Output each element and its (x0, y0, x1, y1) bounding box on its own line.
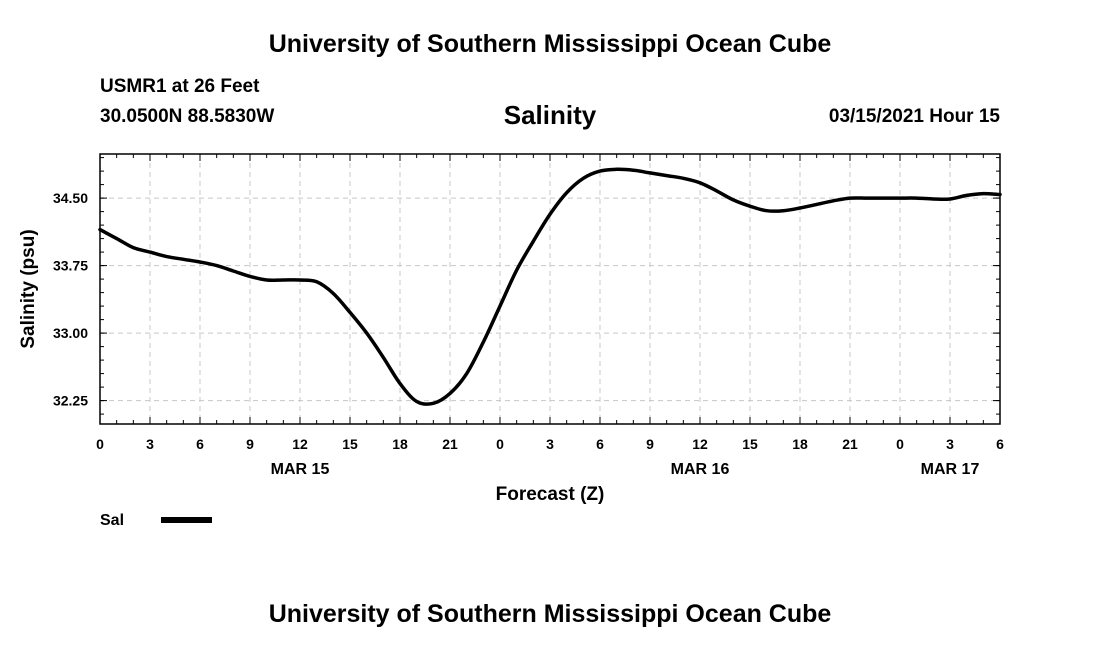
y-axis-title: Salinity (psu) (18, 229, 39, 348)
y-tick-label: 34.50 (53, 190, 88, 206)
x-tick-label: 6 (596, 436, 604, 452)
x-tick-label: 0 (96, 436, 104, 452)
axis-ticks (99, 154, 1001, 424)
x-tick-label: 0 (896, 436, 904, 452)
x-tick-label: 9 (646, 436, 654, 452)
x-tick-label: 9 (246, 436, 254, 452)
y-tick-label: 33.75 (53, 258, 88, 274)
x-tick-label: 15 (742, 436, 758, 452)
x-tick-label: 6 (996, 436, 1004, 452)
x-tick-label: 12 (292, 436, 308, 452)
y-tick-labels: 32.25 33.00 33.75 34.50 (53, 190, 88, 409)
legend-swatch (161, 517, 212, 523)
page-title: University of Southern Mississippi Ocean… (268, 30, 832, 58)
station-label: USMR1 at 26 Feet (100, 76, 260, 97)
x-axis-title: Forecast (Z) (496, 484, 605, 505)
x-tick-label: 15 (342, 436, 358, 452)
y-tick-label: 33.00 (53, 325, 88, 341)
date-label: MAR 16 (671, 461, 730, 478)
x-tick-label: 12 (692, 436, 708, 452)
series-line-sal (98, 167, 1002, 406)
date-label: MAR 17 (921, 461, 980, 478)
date-label: MAR 15 (271, 461, 330, 478)
chart-title: Salinity (503, 100, 597, 130)
x-tick-label: 6 (196, 436, 204, 452)
date-labels: MAR 15 MAR 16 MAR 17 (271, 461, 980, 478)
x-tick-label: 18 (792, 436, 808, 452)
x-tick-label: 3 (946, 436, 954, 452)
legend-label: Sal (100, 512, 124, 529)
x-tick-labels: 0 3 6 9 12 15 18 21 0 3 6 9 12 15 18 21 0 3 6 (96, 436, 1004, 452)
x-tick-label: 21 (842, 436, 858, 452)
x-tick-label: 18 (392, 436, 408, 452)
station-coordinates: 30.0500N 88.5830W (100, 106, 275, 127)
footer-title: University of Southern Mississippi Ocean… (268, 600, 832, 628)
forecast-datetime: 03/15/2021 Hour 15 (828, 106, 1000, 127)
x-tick-label: 21 (442, 436, 458, 452)
x-tick-label: 3 (546, 436, 554, 452)
x-tick-label: 3 (146, 436, 154, 452)
grid (100, 154, 1000, 424)
x-tick-label: 0 (496, 436, 504, 452)
y-tick-label: 32.25 (53, 393, 88, 409)
